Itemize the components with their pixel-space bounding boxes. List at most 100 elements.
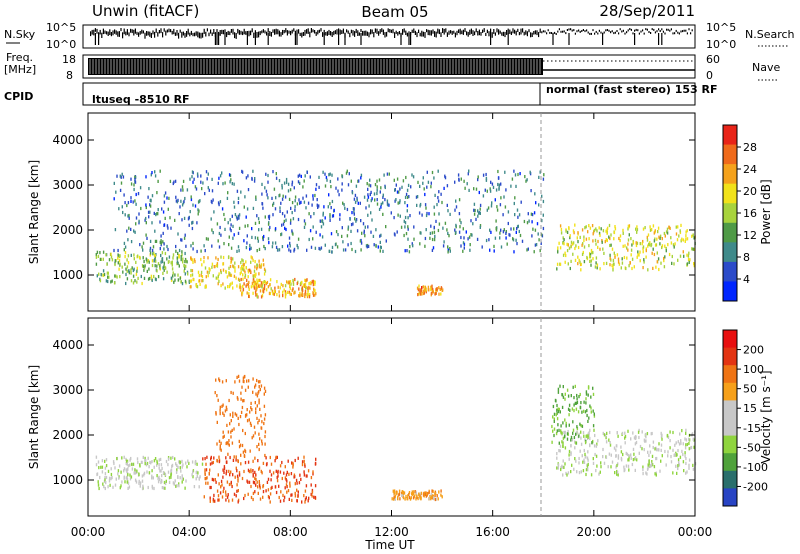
heatmap-cell	[322, 211, 324, 215]
heatmap-cell	[586, 255, 588, 260]
heatmap-cell	[138, 219, 140, 223]
nsky-mark	[339, 29, 341, 35]
heatmap-cell	[416, 286, 419, 290]
heatmap-cell	[601, 239, 603, 243]
heatmap-cell	[575, 431, 578, 435]
heatmap-cell	[291, 211, 293, 215]
heatmap-cell	[265, 456, 267, 460]
heatmap-cell	[251, 227, 253, 231]
heatmap-cell	[258, 401, 260, 405]
heatmap-cell	[113, 248, 115, 253]
heatmap-cell	[373, 243, 375, 247]
nsky-mark	[299, 32, 301, 36]
heatmap-cell	[221, 207, 224, 211]
nsky-mark	[338, 28, 340, 34]
heatmap-cell	[286, 490, 288, 494]
heatmap-cell	[464, 186, 466, 190]
heatmap-cell	[170, 261, 172, 265]
heatmap-cell	[175, 199, 178, 203]
nsky-mark	[237, 28, 239, 34]
heatmap-cell	[192, 203, 194, 207]
heatmap-cell	[207, 172, 209, 176]
heatmap-cell	[254, 260, 256, 264]
heatmap-cell	[584, 226, 586, 230]
x-tick-label: 00:00	[71, 525, 106, 539]
heatmap-cell	[297, 456, 299, 460]
heatmap-cell	[222, 489, 224, 494]
heatmap-cell	[207, 186, 209, 190]
heatmap-cell	[652, 247, 654, 251]
nsky-mark	[461, 30, 463, 35]
heatmap-cell	[282, 194, 284, 198]
heatmap-cell	[246, 241, 248, 245]
heatmap-cell	[241, 170, 244, 174]
heatmap-cell	[275, 455, 277, 459]
heatmap-cell	[113, 197, 115, 201]
heatmap-cell	[255, 410, 257, 415]
heatmap-cell	[505, 236, 507, 240]
heatmap-cell	[110, 252, 112, 256]
heatmap-cell	[394, 497, 396, 501]
heatmap-cell	[630, 456, 632, 460]
nsky-spike	[634, 33, 636, 45]
heatmap-cell	[313, 495, 315, 499]
heatmap-cell	[657, 230, 659, 234]
heatmap-cell	[230, 435, 232, 439]
heatmap-cell	[213, 456, 215, 460]
nsky-mark	[651, 28, 653, 31]
heatmap-cell	[427, 180, 430, 184]
heatmap-cell	[161, 474, 163, 478]
heatmap-cell	[527, 212, 529, 216]
nsky-mark	[538, 32, 540, 38]
heatmap-cell	[562, 465, 564, 469]
colorbar-tick-label: -50	[743, 441, 761, 454]
nsky-mark	[438, 29, 440, 35]
heatmap-cell	[366, 245, 368, 249]
heatmap-cell	[673, 453, 675, 457]
heatmap-cell	[152, 245, 155, 249]
heatmap-cell	[425, 494, 427, 498]
heatmap-cell	[294, 277, 296, 282]
heatmap-cell	[642, 472, 644, 476]
heatmap-cell	[559, 224, 562, 228]
heatmap-cell	[268, 216, 270, 221]
nsky-mark	[448, 30, 450, 35]
heatmap-cell	[176, 484, 178, 488]
heatmap-cell	[572, 252, 574, 256]
heatmap-cell	[229, 422, 231, 426]
heatmap-cell	[685, 230, 687, 234]
heatmap-cell	[616, 444, 618, 448]
heatmap-cell	[232, 264, 234, 268]
heatmap-cell	[243, 268, 245, 272]
heatmap-cell	[236, 474, 239, 478]
heatmap-cell	[350, 179, 352, 183]
heatmap-cell	[175, 195, 177, 199]
heatmap-cell	[329, 172, 331, 176]
heatmap-cell	[184, 486, 186, 490]
heatmap-cell	[218, 377, 220, 381]
heatmap-cell	[479, 211, 481, 215]
nsky-mark	[390, 29, 392, 33]
nsky-mark	[93, 29, 95, 36]
heatmap-cell	[134, 180, 137, 184]
freq-panel	[82, 54, 696, 79]
heatmap-cell	[303, 494, 305, 498]
heatmap-cell	[444, 176, 447, 180]
colorbar-tick-label: 100	[743, 363, 764, 376]
heatmap-cell	[314, 293, 316, 297]
nsky-mark	[208, 32, 210, 37]
heatmap-cell	[586, 413, 588, 418]
heatmap-cell	[282, 222, 285, 226]
nsky-mark	[267, 28, 269, 33]
heatmap-cell	[431, 287, 433, 291]
nsky-mark	[520, 28, 522, 35]
heatmap-cell	[663, 231, 666, 236]
heatmap-cell	[289, 292, 291, 296]
heatmap-cell	[285, 483, 288, 487]
nsky-mark	[443, 28, 445, 35]
heatmap-cell	[152, 252, 154, 256]
heatmap-cell	[230, 273, 233, 277]
heatmap-cell	[163, 223, 166, 227]
heatmap-cell	[467, 237, 469, 241]
heatmap-cell	[394, 491, 396, 495]
